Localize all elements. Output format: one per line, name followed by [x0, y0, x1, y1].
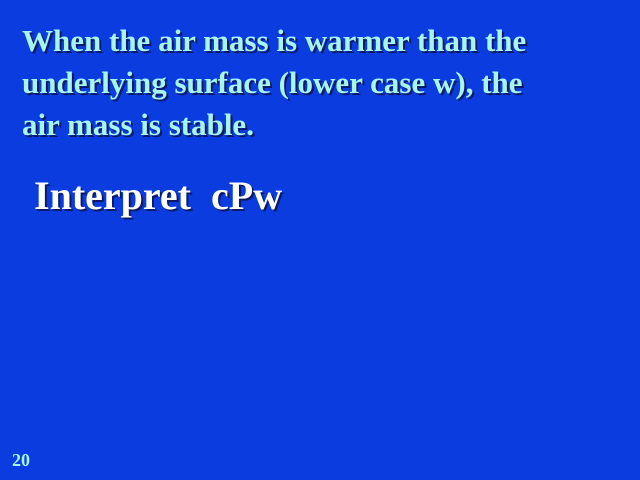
heading-line: When the air mass is warmer than the [22, 23, 527, 58]
heading-line: underlying surface (lower case w), the [22, 65, 523, 100]
slide-heading: When the air mass is warmer than the und… [22, 20, 622, 146]
heading-line: air mass is stable. [22, 107, 254, 142]
interpret-prompt: Interpret cPw [34, 173, 283, 218]
slide-number: 20 [12, 450, 30, 470]
